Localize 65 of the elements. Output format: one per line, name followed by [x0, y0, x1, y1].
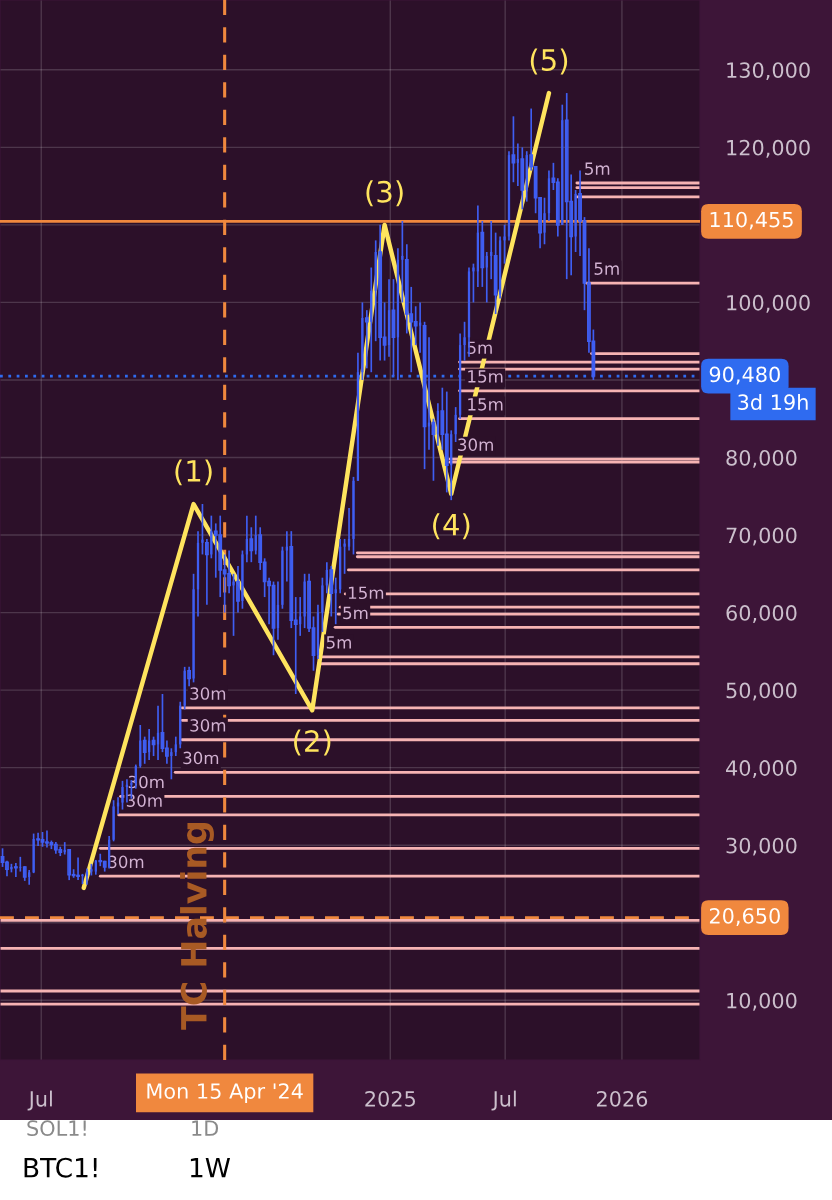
- candlestick: [227, 549, 232, 595]
- candlestick: [391, 278, 396, 377]
- ref-line-label: 20,650: [709, 908, 780, 926]
- candlestick: [378, 224, 383, 362]
- candlestick: [463, 320, 466, 362]
- annotation: 5m: [326, 636, 351, 649]
- annotation: 30m: [183, 751, 219, 765]
- candlestick: [160, 693, 165, 753]
- annotation: 5m: [343, 606, 368, 620]
- candlestick: [422, 320, 427, 470]
- text: SOL1!: [27, 1120, 86, 1137]
- candlestick: [503, 224, 506, 265]
- candlestick: [218, 514, 223, 598]
- y-tick-label: 70,000: [726, 527, 797, 546]
- candlestick: [431, 417, 436, 482]
- annotation: 30m: [190, 719, 226, 732]
- candlestick: [321, 576, 324, 633]
- candlestick: [564, 92, 569, 280]
- annotation: 30m: [190, 687, 226, 700]
- annotation: TC Halving: [180, 823, 214, 1030]
- candlestick: [45, 829, 49, 849]
- candlestick: [520, 146, 525, 211]
- candlestick: [352, 476, 355, 556]
- annotation: 5m: [594, 262, 619, 275]
- candlestick: [493, 231, 498, 315]
- y-tick-label: 60,000: [726, 605, 797, 623]
- annotation: 30m: [126, 794, 162, 807]
- y-tick-label: 100,000: [727, 294, 810, 313]
- candlestick: [271, 580, 276, 657]
- annotation: (3): [366, 180, 403, 207]
- candlestick: [289, 530, 294, 629]
- candlestick: [472, 262, 475, 304]
- candlestick: [281, 545, 284, 610]
- y-tick-label: 10,000: [727, 992, 797, 1011]
- y-tick-label: 40,000: [726, 760, 797, 778]
- x-tick-label: Jul: [27, 1090, 52, 1111]
- annotation: 15m: [348, 586, 384, 600]
- annotation: 5m: [585, 162, 610, 175]
- candlestick: [511, 115, 516, 184]
- y-tick-label: 120,000: [727, 139, 810, 158]
- annotation: (4): [433, 513, 470, 540]
- y-tick-label: 50,000: [726, 682, 797, 701]
- annotation: 15m: [468, 398, 503, 411]
- annotation: 30m: [458, 438, 493, 451]
- candlestick: [343, 538, 346, 575]
- x-tick-label: Jul: [491, 1090, 516, 1111]
- annotation: (1): [175, 459, 212, 486]
- text: 1W: [190, 1158, 231, 1178]
- annotation: 15m: [468, 370, 503, 383]
- candlestick: [329, 565, 334, 618]
- annotation: (5): [530, 48, 568, 75]
- text: BTC1!: [24, 1157, 97, 1178]
- y-tick-label: 30,000: [726, 837, 797, 856]
- ref-line-label: Mon 15 Apr '24: [147, 1083, 303, 1103]
- candlestick: [90, 862, 93, 877]
- ref-line-label: 90,480: [709, 366, 780, 385]
- candlestick: [121, 780, 124, 811]
- x-tick-label: 2026: [596, 1090, 648, 1107]
- candlestick: [112, 799, 115, 843]
- y-tick-label: 130,000: [727, 62, 810, 81]
- ref-line-label: 110,455: [710, 211, 793, 230]
- y-tick-label: 80,000: [726, 449, 797, 468]
- x-tick-label: 2025: [365, 1090, 415, 1107]
- text: 3d 19h: [738, 393, 808, 411]
- text: 1D: [192, 1120, 219, 1136]
